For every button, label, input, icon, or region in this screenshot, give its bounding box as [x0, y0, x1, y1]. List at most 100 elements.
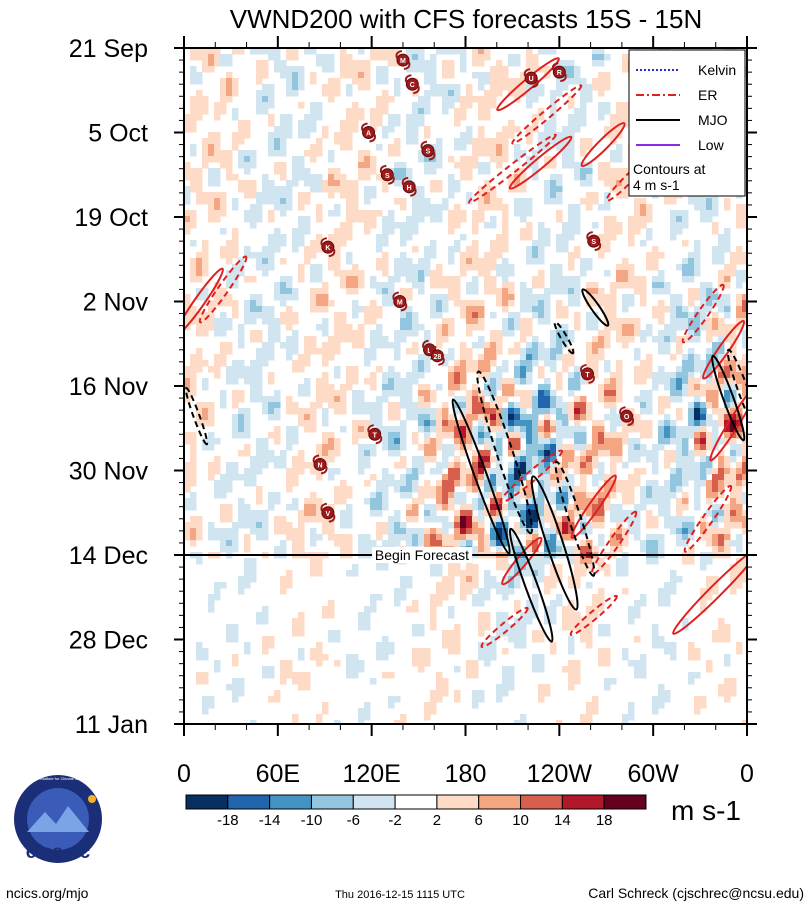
legend-label: Kelvin [698, 62, 736, 78]
colorbar: -18 -14 -10 -6 -2 2 6 10 14 18 [185, 794, 647, 829]
forecast-label-bg [371, 547, 473, 563]
cyclone-icon [321, 506, 335, 520]
x-tick-label: 60E [256, 760, 300, 788]
x-tick-label: 0 [740, 760, 754, 788]
colorbar-swatch [269, 794, 312, 810]
contour-mjo-27 [726, 348, 747, 436]
contour-er-6 [184, 267, 224, 336]
cyclone-arms [320, 502, 336, 523]
cyclone-label: R [557, 70, 562, 77]
y-tick-label: 16 Nov [69, 373, 149, 401]
contour-er-16 [501, 536, 543, 586]
forecast-label: Begin Forecast [375, 547, 469, 563]
cyclone-label: A [366, 131, 371, 138]
cyclone-arms [420, 140, 436, 161]
cyclone-arms [392, 291, 408, 312]
colorbar-swatch [185, 794, 229, 810]
contour-note: Contours at [633, 161, 705, 177]
colorbar-swatch [561, 794, 605, 810]
contour-er-17 [569, 594, 618, 636]
legend-box [628, 49, 746, 197]
colorbar-swatch [227, 794, 271, 810]
cyclone-icon [380, 168, 394, 182]
cyclone-icon [362, 126, 376, 139]
cyclone-marker: O [619, 406, 635, 427]
cyclone-icon [405, 77, 419, 91]
cyclone-marker: U [523, 68, 539, 89]
cyclone-label: C [410, 82, 415, 89]
legend-label: MJO [698, 112, 728, 128]
contour-note: 4 m s-1 [633, 177, 680, 193]
cyclone-label: 28 [433, 354, 441, 361]
colorbar-label: -18 [217, 812, 239, 829]
colorbar-swatch [520, 794, 563, 810]
contour-mjo-21 [530, 475, 579, 611]
contour-er-3 [468, 133, 557, 204]
contour-mjo-22 [554, 460, 596, 577]
cics-logo: Cooperative Institute for Climate and Sa… [14, 775, 102, 863]
cyclone-arms [523, 68, 539, 89]
contour-er-2 [508, 135, 573, 190]
y-tick-label: 5 Oct [88, 120, 148, 148]
logo-sun [88, 795, 96, 803]
cyclone-marker: S [379, 164, 395, 185]
footer-center: Thu 2016-12-15 1115 UTC [335, 889, 465, 901]
contour-er-10 [709, 382, 747, 462]
cyclone-icon [393, 295, 407, 308]
contour-mjo-20 [476, 370, 533, 535]
colorbar-swatch [478, 794, 522, 810]
contour-er-18 [480, 606, 529, 648]
colorbar-label: -14 [259, 812, 281, 829]
cyclone-arms [586, 231, 602, 252]
cyclone-label: S [591, 239, 596, 246]
contour-mjo-24 [581, 288, 610, 327]
x-tick-label: 0 [177, 760, 191, 788]
contour-mjo-23 [508, 527, 554, 643]
cyclone-marker: 28 [429, 345, 445, 366]
cyclone-arms [367, 424, 383, 445]
cyclone-label: V [326, 511, 331, 518]
y-tick-label: 11 Jan [75, 711, 148, 739]
logo-text: cics.nc [26, 842, 91, 863]
contour-er-7 [198, 255, 248, 324]
cyclone-icon [402, 180, 416, 194]
contour-er-9 [702, 319, 746, 380]
logo-mountain [27, 806, 89, 832]
chart-title: VWND200 with CFS forecasts 15S - 15N [230, 4, 703, 34]
y-tick-label: 30 Nov [69, 458, 149, 486]
colorbar-swatch [603, 794, 647, 810]
cyclone-label: S [426, 149, 431, 156]
cyclone-marker: S [586, 231, 602, 252]
contour-er-11 [683, 484, 733, 553]
cyclone-icon [587, 234, 601, 248]
cyclone-arms [580, 363, 595, 384]
cyclone-label: N [318, 462, 323, 469]
y-tick-label: 2 Nov [83, 289, 149, 317]
x-axis: 0 60E 120E 180 120W 60W 0 [177, 36, 754, 788]
x-tick-label: 120W [527, 760, 593, 788]
y-tick-label: 14 Dec [69, 542, 148, 570]
cyclone-label: L [427, 348, 432, 355]
contour-er-4 [580, 122, 626, 168]
colorbar-swatch [394, 794, 438, 810]
contour-mjo-25 [553, 321, 575, 355]
cyclone-arms [320, 237, 336, 258]
cyclone-marker: M [395, 50, 411, 71]
cyclone-marker: V [320, 502, 336, 523]
contour-er-14 [590, 510, 638, 576]
cyclone-arms [404, 74, 420, 95]
contour-er-15 [499, 449, 563, 504]
colorbar-label: -6 [347, 812, 360, 829]
cyclone-arms [395, 50, 411, 71]
cyclone-icon [620, 409, 634, 423]
x-tick-label: 120E [342, 760, 400, 788]
cyclone-arms [379, 164, 395, 185]
cyclone-label: S [385, 173, 390, 180]
cyclone-icon [421, 144, 435, 158]
cyclone-label: K [325, 245, 330, 252]
units-label: m s-1 [671, 795, 741, 826]
cyclone-icon [430, 349, 444, 363]
contour-mjo-28 [184, 386, 209, 446]
cyclone-label: T [373, 432, 378, 439]
cyclone-marker: S [420, 140, 436, 161]
